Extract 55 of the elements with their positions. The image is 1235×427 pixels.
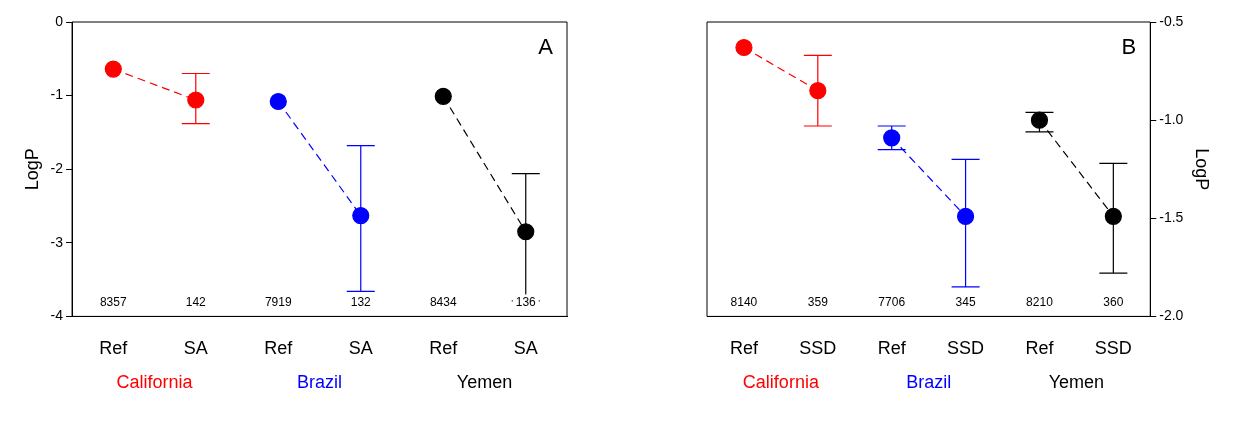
y2-tick-label: -0.5	[1159, 12, 1184, 29]
x-tick-label: SA	[348, 338, 373, 359]
point	[434, 87, 452, 105]
point	[883, 129, 901, 147]
text: California	[116, 372, 194, 393]
y-tick-label: -3	[50, 233, 64, 250]
annotation: 142	[185, 294, 207, 309]
point	[735, 38, 753, 57]
x-tick-label: Ref	[429, 338, 459, 359]
y-tick-label: -2	[50, 160, 64, 177]
annotation: 8210	[1026, 294, 1054, 309]
y-tick-label: 0	[55, 12, 64, 29]
y-axis-title: LogP	[21, 148, 42, 191]
annotation: 8140	[730, 294, 758, 309]
text: Yemen	[1048, 372, 1105, 393]
point	[1030, 111, 1049, 129]
annotation: 8434	[429, 294, 457, 309]
point	[352, 206, 370, 225]
y2-tick-label: -1.5	[1159, 209, 1184, 226]
text: California	[742, 372, 820, 393]
text: Brazil	[906, 372, 952, 393]
y-tick-label: -1	[50, 86, 64, 103]
y-tick-label: -4	[50, 307, 64, 324]
x-tick-label: Ref	[877, 338, 907, 359]
point	[1104, 207, 1122, 225]
x-tick-label: Ref	[264, 338, 294, 359]
annotation: 7706	[878, 294, 906, 309]
point	[269, 92, 287, 111]
point	[517, 223, 535, 241]
x-tick-label: SSD	[799, 338, 837, 359]
point	[809, 82, 827, 100]
x-tick-label: SSD	[1094, 338, 1132, 359]
y2-tick-label: -1.0	[1159, 110, 1184, 127]
annotation: 359	[807, 294, 829, 309]
annotation: 360	[1103, 294, 1124, 309]
x-tick-label: Ref	[729, 338, 759, 359]
annotation: 8357	[99, 294, 127, 309]
annotation: 7919	[264, 294, 292, 309]
y2-axis-title: LogP	[1192, 148, 1213, 191]
annotation: 345	[955, 294, 976, 309]
x-tick-label: Ref	[99, 338, 129, 359]
text: A	[538, 34, 554, 60]
text: Brazil	[297, 372, 343, 393]
annotation: 132	[350, 294, 372, 309]
x-tick-label: Ref	[1025, 338, 1055, 359]
point	[956, 207, 975, 225]
x-tick-label: SA	[183, 338, 208, 359]
y2-tick-label: -2.0	[1159, 307, 1184, 324]
point	[187, 91, 205, 109]
x-tick-label: SA	[513, 338, 538, 359]
text: B	[1121, 34, 1137, 60]
annotation: 136	[515, 294, 537, 309]
point	[104, 60, 122, 78]
x-tick-label: SSD	[947, 338, 985, 359]
text: Yemen	[456, 372, 513, 393]
